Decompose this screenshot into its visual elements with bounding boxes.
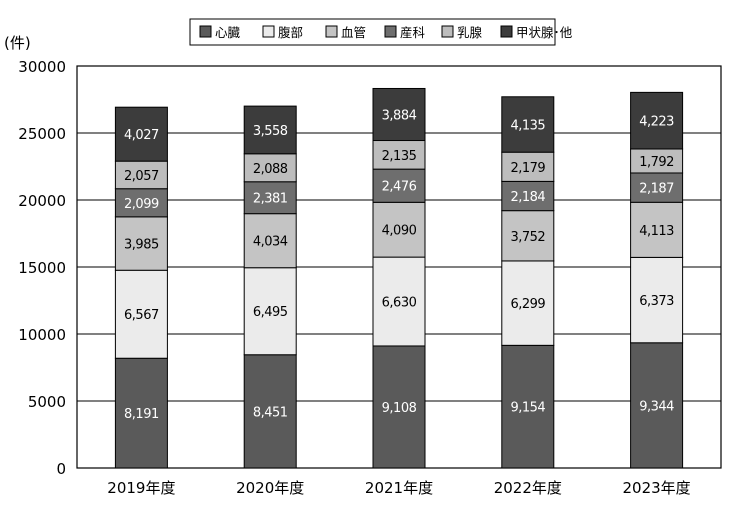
legend-swatch [325, 25, 338, 38]
y-tick-label: 30000 [18, 58, 66, 76]
data-label: 4,223 [639, 115, 674, 130]
data-label: 6,567 [124, 308, 159, 323]
data-label: 2,057 [124, 169, 159, 184]
data-label: 8,191 [124, 407, 159, 422]
legend-label: 甲状腺･他 [516, 25, 573, 40]
legend-label: 腹部 [278, 25, 303, 40]
legend-swatch [199, 25, 212, 38]
bar-segment [630, 256, 684, 344]
data-label: 4,135 [510, 118, 545, 133]
bar-segment [630, 172, 684, 203]
bar-segment [372, 140, 426, 170]
legend-box [189, 18, 556, 46]
bar-segment [114, 106, 168, 162]
legend-label: 乳腺 [457, 25, 483, 40]
bar-segment [243, 267, 297, 356]
bar-segment [114, 160, 168, 190]
data-label: 3,752 [510, 230, 545, 245]
bar-segment [114, 269, 168, 359]
bar-segment [372, 256, 426, 347]
data-label: 2,187 [639, 182, 674, 197]
bar-segment [243, 105, 297, 155]
data-label: 3,884 [382, 108, 417, 123]
data-label: 6,495 [253, 305, 288, 320]
legend-swatch [384, 25, 397, 38]
y-tick-label: 0 [56, 460, 66, 478]
bar-segment [372, 87, 426, 142]
bar-segment [501, 260, 555, 346]
data-label: 2,476 [382, 180, 417, 195]
data-label: 4,090 [382, 224, 417, 239]
y-tick-label: 5000 [28, 393, 66, 411]
data-label: 6,373 [639, 294, 674, 309]
bar-segment [501, 96, 555, 153]
x-category-label: 2023年度 [623, 479, 691, 497]
bar-segment [372, 168, 426, 203]
legend-label: 血管 [341, 25, 366, 40]
bar-segment [372, 345, 426, 469]
bar-segment [501, 210, 555, 262]
data-label: 2,179 [510, 161, 545, 176]
data-label: 4,113 [639, 224, 674, 239]
bar-segment [630, 91, 684, 150]
legend-swatch [500, 25, 513, 38]
data-label: 6,299 [510, 297, 545, 312]
x-category-label: 2020年度 [236, 479, 304, 497]
legend-swatch [262, 25, 275, 38]
bar-segment [243, 181, 297, 215]
data-label: 2,381 [253, 192, 288, 207]
bar-segment [501, 344, 555, 469]
data-label: 9,344 [639, 399, 674, 414]
data-label: 2,135 [382, 149, 417, 164]
bar-segment [114, 216, 168, 271]
bar-segment [243, 354, 297, 469]
x-category-label: 2019年度 [107, 479, 175, 497]
data-label: 9,154 [510, 401, 545, 416]
bar-segment [501, 151, 555, 182]
x-category-label: 2021年度 [365, 479, 433, 497]
bar-segment [630, 201, 684, 258]
data-label: 3,985 [124, 238, 159, 253]
bar-segment [630, 342, 684, 469]
data-label: 2,099 [124, 197, 159, 212]
data-label: 9,108 [382, 401, 417, 416]
legend-swatch [441, 25, 454, 38]
y-tick-label: 15000 [18, 259, 66, 277]
bar-segment [501, 180, 555, 212]
data-label: 4,034 [253, 235, 288, 250]
legend-label: 産科 [400, 25, 426, 40]
y-tick-label: 10000 [18, 326, 66, 344]
data-label: 1,792 [639, 155, 674, 170]
data-label: 4,027 [124, 128, 159, 143]
y-tick-label: 25000 [18, 125, 66, 143]
legend-label: 心臓 [215, 25, 241, 40]
bar-segment [372, 201, 426, 258]
data-label: 3,558 [253, 124, 288, 139]
data-label: 8,451 [253, 405, 288, 420]
data-label: 2,088 [253, 162, 288, 177]
y-tick-label: 20000 [18, 192, 66, 210]
data-label: 2,184 [510, 190, 545, 205]
x-category-label: 2022年度 [494, 479, 562, 497]
data-label: 6,630 [382, 296, 417, 311]
y-unit-label: (件) [4, 34, 31, 52]
